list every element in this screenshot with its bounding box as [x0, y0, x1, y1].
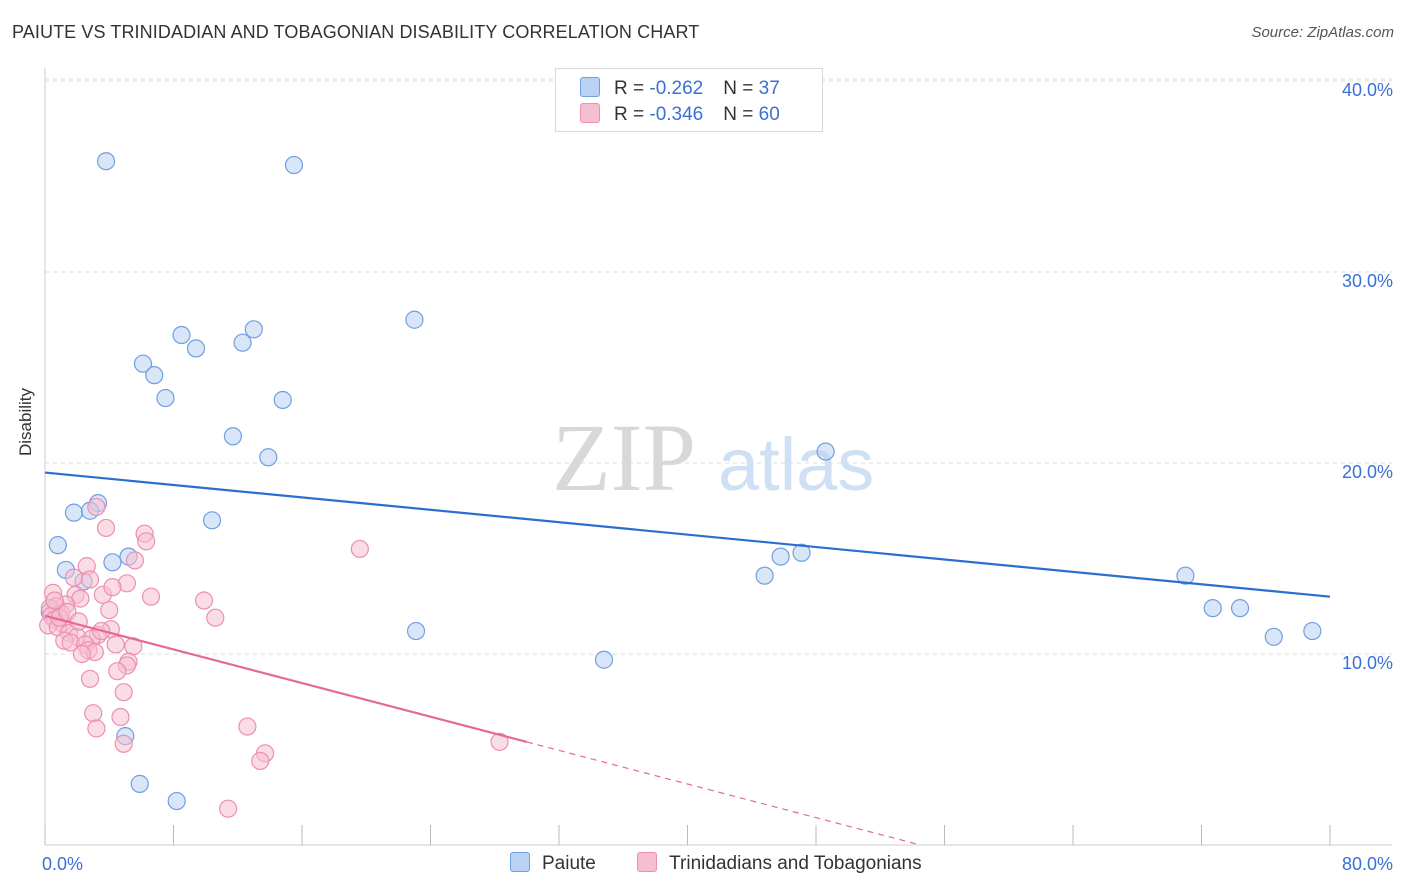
paiute-point — [64, 503, 84, 522]
legend-swatch-trinidadian — [580, 103, 600, 123]
axis-layer — [44, 68, 1392, 846]
legend-row-trinidadian: R = -0.346 N = 60 — [580, 103, 780, 127]
trinidadian-point — [350, 539, 369, 559]
paiute-point — [1176, 566, 1195, 585]
watermark-atlas: atlas — [718, 423, 874, 506]
paiute-point — [1203, 599, 1222, 618]
points-layer — [39, 152, 1322, 818]
trinidadian-point — [80, 669, 100, 688]
trend-layer — [44, 471, 1331, 846]
paiute-point — [96, 152, 116, 171]
trinidadian-point — [125, 551, 145, 570]
trinidadian-point — [251, 751, 270, 771]
trinidadian-point — [108, 662, 127, 681]
paiute-point — [755, 566, 774, 585]
chart-source: Source: ZipAtlas.com — [1251, 24, 1394, 41]
paiute-point — [48, 536, 67, 555]
y-tick-label: 10.0% — [1342, 653, 1393, 673]
paiute-point — [202, 511, 222, 530]
paiute-point — [103, 553, 122, 572]
paiute-point — [223, 427, 243, 446]
chart-title: PAIUTE VS TRINIDADIAN AND TOBAGONIAN DIS… — [12, 22, 700, 42]
correlation-legend: R = -0.262 N = 37 R = -0.346 N = 60 — [555, 68, 823, 132]
legend-r-value-paiute: -0.262 — [649, 78, 704, 99]
trinidadian-point — [100, 600, 119, 620]
trinidadian-point — [111, 707, 130, 727]
trinidadian-point — [194, 591, 214, 610]
watermark-zip: ZIP — [552, 404, 696, 511]
trinidadian-point — [206, 608, 225, 627]
y-tick-label: 30.0% — [1342, 271, 1393, 291]
tick-label-layer: 10.0% 20.0% 30.0% 40.0% 0.0% 80.0% — [42, 80, 1393, 874]
trinidadian-point — [103, 578, 122, 597]
paiute-point — [186, 339, 206, 358]
paiute-point — [244, 320, 263, 339]
trinidadian-point — [96, 518, 116, 538]
legend-n-label: N = — [723, 78, 759, 99]
trinidadian-point — [87, 719, 106, 738]
legend-n-value-paiute: 37 — [758, 78, 780, 99]
trinidadian-point — [80, 570, 100, 589]
trinidadian-point — [114, 734, 133, 753]
trinidadian-point — [238, 717, 257, 736]
bottom-legend: Paiute Trinidadians and Tobagonians — [510, 852, 958, 875]
paiute-point — [172, 325, 191, 345]
paiute-point — [406, 621, 426, 641]
trinidadian-point — [87, 497, 106, 517]
trinidadian-point — [45, 591, 64, 610]
paiute-point — [167, 791, 186, 811]
paiute-point — [1303, 621, 1322, 641]
trinidadian-trendline — [44, 614, 528, 744]
paiute-point — [771, 547, 790, 566]
trinidadian-point — [106, 635, 125, 654]
bottom-legend-paiute[interactable]: Paiute — [510, 852, 596, 875]
y-tick-label: 40.0% — [1342, 80, 1393, 100]
legend-r-label: R = — [614, 104, 650, 125]
trinidadian-point — [490, 732, 509, 751]
trinidadian-point — [64, 568, 84, 587]
trinidadian-point — [69, 612, 88, 631]
trinidadian-point — [84, 704, 103, 723]
paiute-point — [259, 448, 278, 467]
bottom-legend-label-trinidadian: Trinidadians and Tobagonians — [669, 853, 922, 874]
trinidadian-point — [137, 532, 156, 551]
paiute-point — [130, 774, 149, 793]
bottom-legend-trinidadian[interactable]: Trinidadians and Tobagonians — [637, 852, 922, 875]
bottom-legend-swatch-paiute — [510, 852, 530, 872]
x-tick-label: 0.0% — [42, 854, 83, 874]
bottom-legend-label-paiute: Paiute — [542, 853, 596, 874]
trinidadian-point — [141, 587, 161, 606]
paiute-point — [1230, 599, 1250, 618]
trinidadian-trendline-extension — [526, 741, 921, 846]
paiute-point — [273, 390, 292, 410]
trinidadian-point — [114, 683, 133, 702]
legend-n-value-trinidadian: 60 — [758, 104, 780, 125]
y-axis-label: Disability — [16, 387, 35, 456]
watermark: ZIP atlas — [552, 404, 874, 511]
paiute-point — [145, 366, 164, 385]
legend-r-value-trinidadian: -0.346 — [649, 104, 704, 125]
x-tick-label: 80.0% — [1342, 854, 1393, 874]
trinidadian-point — [72, 644, 92, 664]
paiute-point — [156, 388, 175, 408]
trinidadian-point — [219, 799, 238, 818]
legend-r-label: R = — [614, 78, 650, 99]
legend-row-paiute: R = -0.262 N = 37 — [580, 77, 780, 101]
paiute-trendline — [44, 471, 1331, 598]
legend-n-label: N = — [723, 104, 759, 125]
paiute-point — [792, 543, 811, 562]
legend-swatch-paiute — [580, 77, 600, 97]
paiute-point — [284, 155, 304, 175]
paiute-point — [594, 650, 614, 669]
paiute-point — [133, 354, 153, 373]
paiute-point — [1264, 627, 1283, 646]
paiute-point — [233, 333, 252, 352]
paiute-point — [405, 310, 424, 329]
paiute-point — [816, 442, 835, 461]
bottom-legend-swatch-trinidadian — [637, 852, 658, 872]
y-tick-label: 20.0% — [1342, 462, 1393, 482]
grid-layer — [45, 78, 1392, 655]
